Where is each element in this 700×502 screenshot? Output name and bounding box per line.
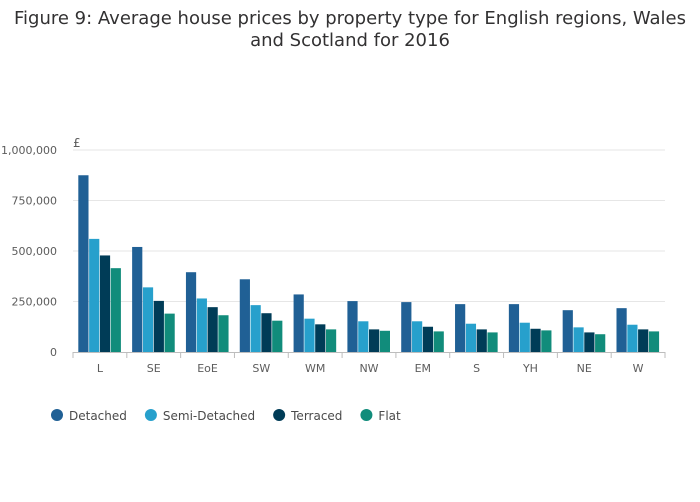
legend-label[interactable]: Detached: [69, 409, 127, 423]
bar[interactable]: [508, 304, 520, 352]
y-tick-label: 750,000: [12, 195, 58, 208]
bar[interactable]: [487, 332, 498, 352]
legend-label[interactable]: Semi-Detached: [163, 409, 255, 423]
bars: [78, 175, 660, 352]
bar[interactable]: [164, 313, 175, 352]
bar[interactable]: [541, 330, 552, 352]
bar[interactable]: [422, 326, 434, 352]
y-axis-unit-label: £: [73, 136, 81, 150]
y-axis-ticks: 0 250,000 500,000 750,000 1,000,000: [1, 144, 57, 359]
bar[interactable]: [293, 294, 304, 352]
bar[interactable]: [261, 313, 272, 352]
bar[interactable]: [627, 324, 638, 352]
bar[interactable]: [153, 300, 164, 352]
bar[interactable]: [369, 329, 380, 352]
gridlines: [73, 149, 665, 302]
legend: Detached Semi-Detached Terraced Flat: [51, 409, 401, 423]
bar[interactable]: [476, 329, 487, 352]
x-tick-label: EM: [415, 362, 431, 375]
bar[interactable]: [110, 268, 121, 352]
bar[interactable]: [584, 332, 595, 352]
legend-label[interactable]: Terraced: [290, 409, 342, 423]
chart-title: Figure 9: Average house prices by proper…: [0, 8, 700, 52]
y-tick-label: 0: [50, 346, 57, 359]
y-tick-label: 250,000: [12, 296, 58, 309]
bar[interactable]: [358, 321, 369, 352]
bar[interactable]: [78, 175, 89, 352]
bar[interactable]: [304, 318, 315, 352]
bar[interactable]: [272, 320, 283, 352]
bar[interactable]: [465, 323, 477, 352]
bar[interactable]: [325, 329, 337, 352]
bar[interactable]: [638, 329, 649, 352]
bar[interactable]: [412, 321, 423, 352]
y-tick-label: 500,000: [12, 245, 58, 258]
legend-marker[interactable]: [51, 409, 63, 421]
x-tick-label: EoE: [197, 362, 218, 375]
bar[interactable]: [455, 304, 466, 352]
bar[interactable]: [347, 301, 358, 352]
legend-marker[interactable]: [144, 409, 157, 421]
bar[interactable]: [433, 331, 444, 352]
chart-title-line-2: and Scotland for 2016: [250, 30, 450, 51]
bar[interactable]: [239, 279, 250, 352]
x-axis: L SE EoE SW WM NW EM S YH NE W: [72, 352, 666, 375]
bar[interactable]: [379, 330, 390, 352]
legend-marker[interactable]: [360, 409, 373, 421]
bar[interactable]: [218, 315, 229, 352]
bar[interactable]: [616, 308, 627, 352]
bar[interactable]: [401, 302, 412, 352]
bar[interactable]: [142, 287, 154, 352]
x-tick-label: S: [473, 362, 480, 375]
x-tick-label: SE: [147, 362, 161, 375]
x-tick-label: NE: [577, 362, 592, 375]
x-tick-label: WM: [305, 362, 325, 375]
bar[interactable]: [132, 246, 143, 352]
y-tick-label: 1,000,000: [1, 144, 57, 157]
legend-label[interactable]: Flat: [378, 409, 401, 423]
bar[interactable]: [196, 298, 207, 352]
bar[interactable]: [315, 324, 326, 352]
bar[interactable]: [530, 328, 541, 352]
bar[interactable]: [250, 305, 261, 352]
bar[interactable]: [562, 310, 573, 352]
bar[interactable]: [573, 327, 584, 352]
bar[interactable]: [99, 255, 111, 352]
bar[interactable]: [185, 272, 197, 352]
x-tick-label: SW: [252, 362, 270, 375]
legend-marker[interactable]: [273, 409, 286, 421]
x-tick-label: W: [633, 362, 644, 375]
bar[interactable]: [648, 331, 660, 352]
x-tick-label: NW: [359, 362, 378, 375]
bar[interactable]: [519, 322, 530, 352]
bar[interactable]: [595, 334, 606, 352]
x-tick-label: L: [97, 362, 104, 375]
bar[interactable]: [89, 238, 100, 352]
bar[interactable]: [207, 307, 218, 352]
x-tick-label: YH: [522, 362, 538, 375]
chart-title-line-1: Figure 9: Average house prices by proper…: [13, 8, 687, 29]
